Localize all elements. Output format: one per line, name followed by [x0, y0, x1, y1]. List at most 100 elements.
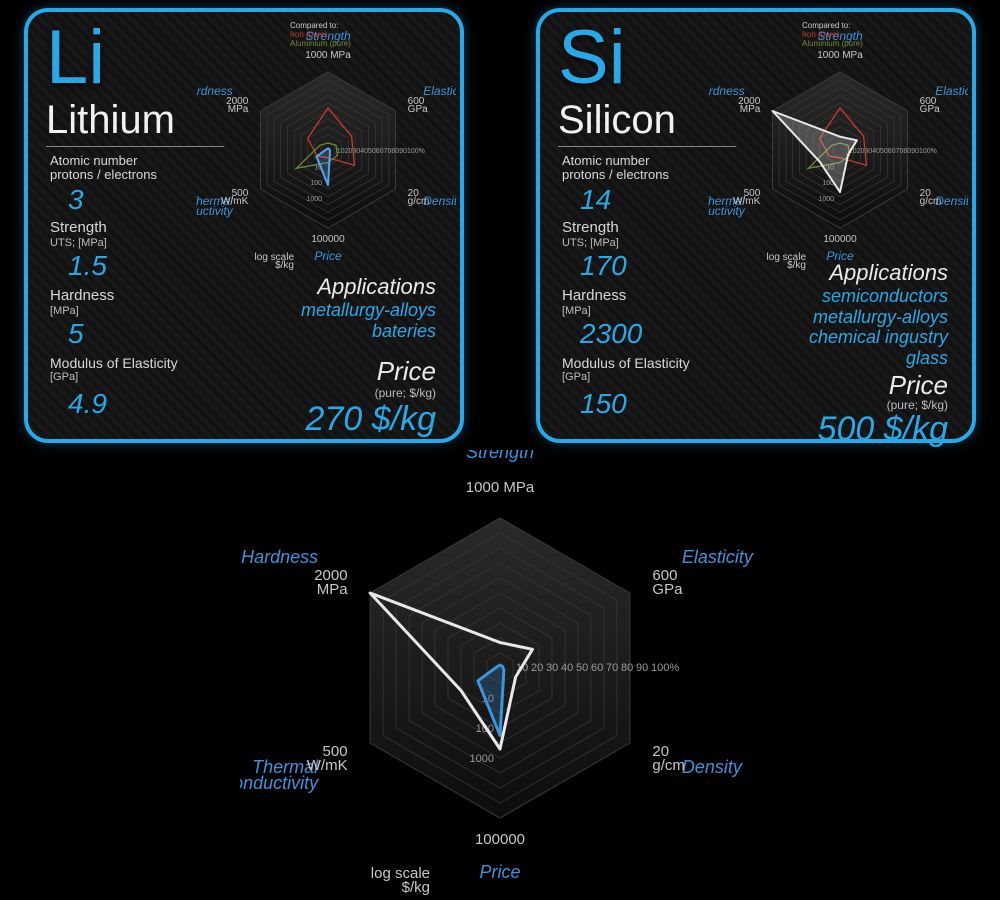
- svg-text:100000: 100000: [311, 234, 345, 245]
- svg-text:20: 20: [531, 662, 543, 674]
- svg-text:70: 70: [384, 148, 392, 155]
- svg-text:Price: Price: [479, 862, 520, 882]
- svg-text:60: 60: [888, 148, 896, 155]
- svg-text:Iron (pure): Iron (pure): [802, 30, 840, 39]
- applications-title: Applications: [317, 274, 436, 300]
- svg-text:40: 40: [360, 148, 368, 155]
- svg-text:1000: 1000: [818, 196, 834, 203]
- atomic-value: 14: [580, 184, 611, 216]
- price-value: 270 $/kg: [306, 400, 436, 439]
- svg-text:50: 50: [576, 662, 588, 674]
- svg-text:Elasticity: Elasticity: [682, 547, 754, 567]
- element-name: Silicon: [558, 98, 676, 143]
- radar-chart-lithium: 102030405060708090100%101001000Strength1…: [196, 14, 456, 274]
- radar-chart-comparison: 102030405060708090100%101001000Strength1…: [240, 450, 760, 900]
- svg-text:Elasticity: Elasticity: [935, 84, 968, 98]
- svg-text:MPa: MPa: [317, 581, 349, 598]
- svg-text:10: 10: [337, 148, 345, 155]
- svg-text:80: 80: [621, 662, 633, 674]
- svg-text:Aluminium (pure): Aluminium (pure): [290, 39, 351, 48]
- price-title: Price: [889, 370, 948, 401]
- svg-text:$/kg: $/kg: [402, 879, 430, 896]
- svg-text:30: 30: [546, 662, 558, 674]
- svg-text:1000: 1000: [306, 196, 322, 203]
- svg-text:Price: Price: [314, 249, 342, 263]
- atomic-label: Atomic numberprotons / electrons: [50, 154, 157, 183]
- strength-label: Strength UTS; [MPa]: [50, 220, 107, 249]
- element-symbol: Li: [46, 14, 105, 101]
- svg-text:80: 80: [903, 148, 911, 155]
- svg-text:Strength: Strength: [466, 450, 534, 462]
- element-symbol: Si: [558, 14, 626, 101]
- svg-text:60: 60: [591, 662, 603, 674]
- svg-text:Conductivity: Conductivity: [240, 773, 319, 793]
- svg-text:g/cm: g/cm: [920, 196, 942, 207]
- modulus-value: 4.9: [68, 388, 107, 420]
- element-card-lithium: Li Lithium Atomic numberprotons / electr…: [24, 8, 464, 443]
- svg-text:$/kg: $/kg: [787, 260, 806, 271]
- svg-text:100%: 100%: [919, 148, 937, 155]
- svg-text:MPa: MPa: [228, 104, 249, 115]
- svg-text:W/mK: W/mK: [733, 196, 761, 207]
- svg-text:MPa: MPa: [740, 104, 761, 115]
- svg-text:Compared to:: Compared to:: [290, 21, 338, 30]
- svg-text:W/mK: W/mK: [307, 757, 348, 774]
- price-title: Price: [377, 356, 436, 387]
- strength-value: 170: [580, 250, 627, 282]
- svg-text:1000 MPa: 1000 MPa: [466, 479, 535, 496]
- svg-text:Aluminium (pure): Aluminium (pure): [802, 39, 863, 48]
- svg-text:Elasticity: Elasticity: [423, 84, 456, 98]
- svg-text:GPa: GPa: [408, 104, 428, 115]
- svg-text:1000 MPa: 1000 MPa: [305, 50, 351, 61]
- svg-text:90: 90: [911, 148, 919, 155]
- svg-text:100000: 100000: [823, 234, 857, 245]
- svg-text:Hardness: Hardness: [241, 547, 318, 567]
- svg-text:80: 80: [391, 148, 399, 155]
- svg-text:60: 60: [376, 148, 384, 155]
- svg-text:100%: 100%: [651, 662, 679, 674]
- hardness-label: Hardness [MPa]: [50, 288, 114, 317]
- svg-text:Density: Density: [682, 757, 743, 777]
- atomic-value: 3: [68, 184, 84, 216]
- svg-text:GPa: GPa: [652, 581, 683, 598]
- svg-text:1000 MPa: 1000 MPa: [817, 50, 863, 61]
- svg-text:70: 70: [896, 148, 904, 155]
- svg-text:$/kg: $/kg: [275, 260, 294, 271]
- modulus-label: Modulus of Elasticity [GPa]: [50, 356, 178, 383]
- svg-text:70: 70: [606, 662, 618, 674]
- svg-text:Iron (pure): Iron (pure): [290, 30, 328, 39]
- price-value: 500 $/kg: [818, 410, 948, 449]
- svg-text:50: 50: [368, 148, 376, 155]
- svg-text:GPa: GPa: [920, 104, 940, 115]
- svg-text:W/mK: W/mK: [221, 196, 249, 207]
- applications-list: metallurgy-alloysbateries: [301, 300, 436, 341]
- hardness-value: 5: [68, 318, 84, 350]
- element-card-silicon: Si Silicon Atomic numberprotons / electr…: [536, 8, 976, 443]
- svg-text:20: 20: [857, 148, 865, 155]
- modulus-label: Modulus of Elasticity [GPa]: [562, 356, 690, 383]
- modulus-value: 150: [580, 388, 627, 420]
- strength-label: Strength UTS; [MPa]: [562, 220, 619, 249]
- price-sub: (pure; $/kg): [375, 386, 436, 400]
- svg-text:50: 50: [880, 148, 888, 155]
- hardness-value: 2300: [580, 318, 642, 350]
- applications-list: semiconductorsmetallurgy-alloyschemical …: [809, 286, 948, 369]
- svg-text:Compared to:: Compared to:: [802, 21, 850, 30]
- svg-text:100: 100: [310, 180, 322, 187]
- svg-text:g/cm: g/cm: [408, 196, 430, 207]
- svg-text:90: 90: [636, 662, 648, 674]
- svg-text:40: 40: [872, 148, 880, 155]
- svg-text:20: 20: [345, 148, 353, 155]
- strength-value: 1.5: [68, 250, 107, 282]
- element-name: Lithium: [46, 98, 175, 143]
- svg-text:g/cm: g/cm: [652, 757, 685, 774]
- svg-text:40: 40: [561, 662, 573, 674]
- radar-chart-silicon: 102030405060708090100%101001000Strength1…: [708, 14, 968, 274]
- svg-text:100%: 100%: [407, 148, 425, 155]
- atomic-label: Atomic numberprotons / electrons: [562, 154, 669, 183]
- svg-text:1000: 1000: [470, 753, 494, 765]
- hardness-label: Hardness [MPa]: [562, 288, 626, 317]
- svg-text:90: 90: [399, 148, 407, 155]
- svg-text:Price: Price: [826, 249, 854, 263]
- svg-text:100000: 100000: [475, 831, 525, 848]
